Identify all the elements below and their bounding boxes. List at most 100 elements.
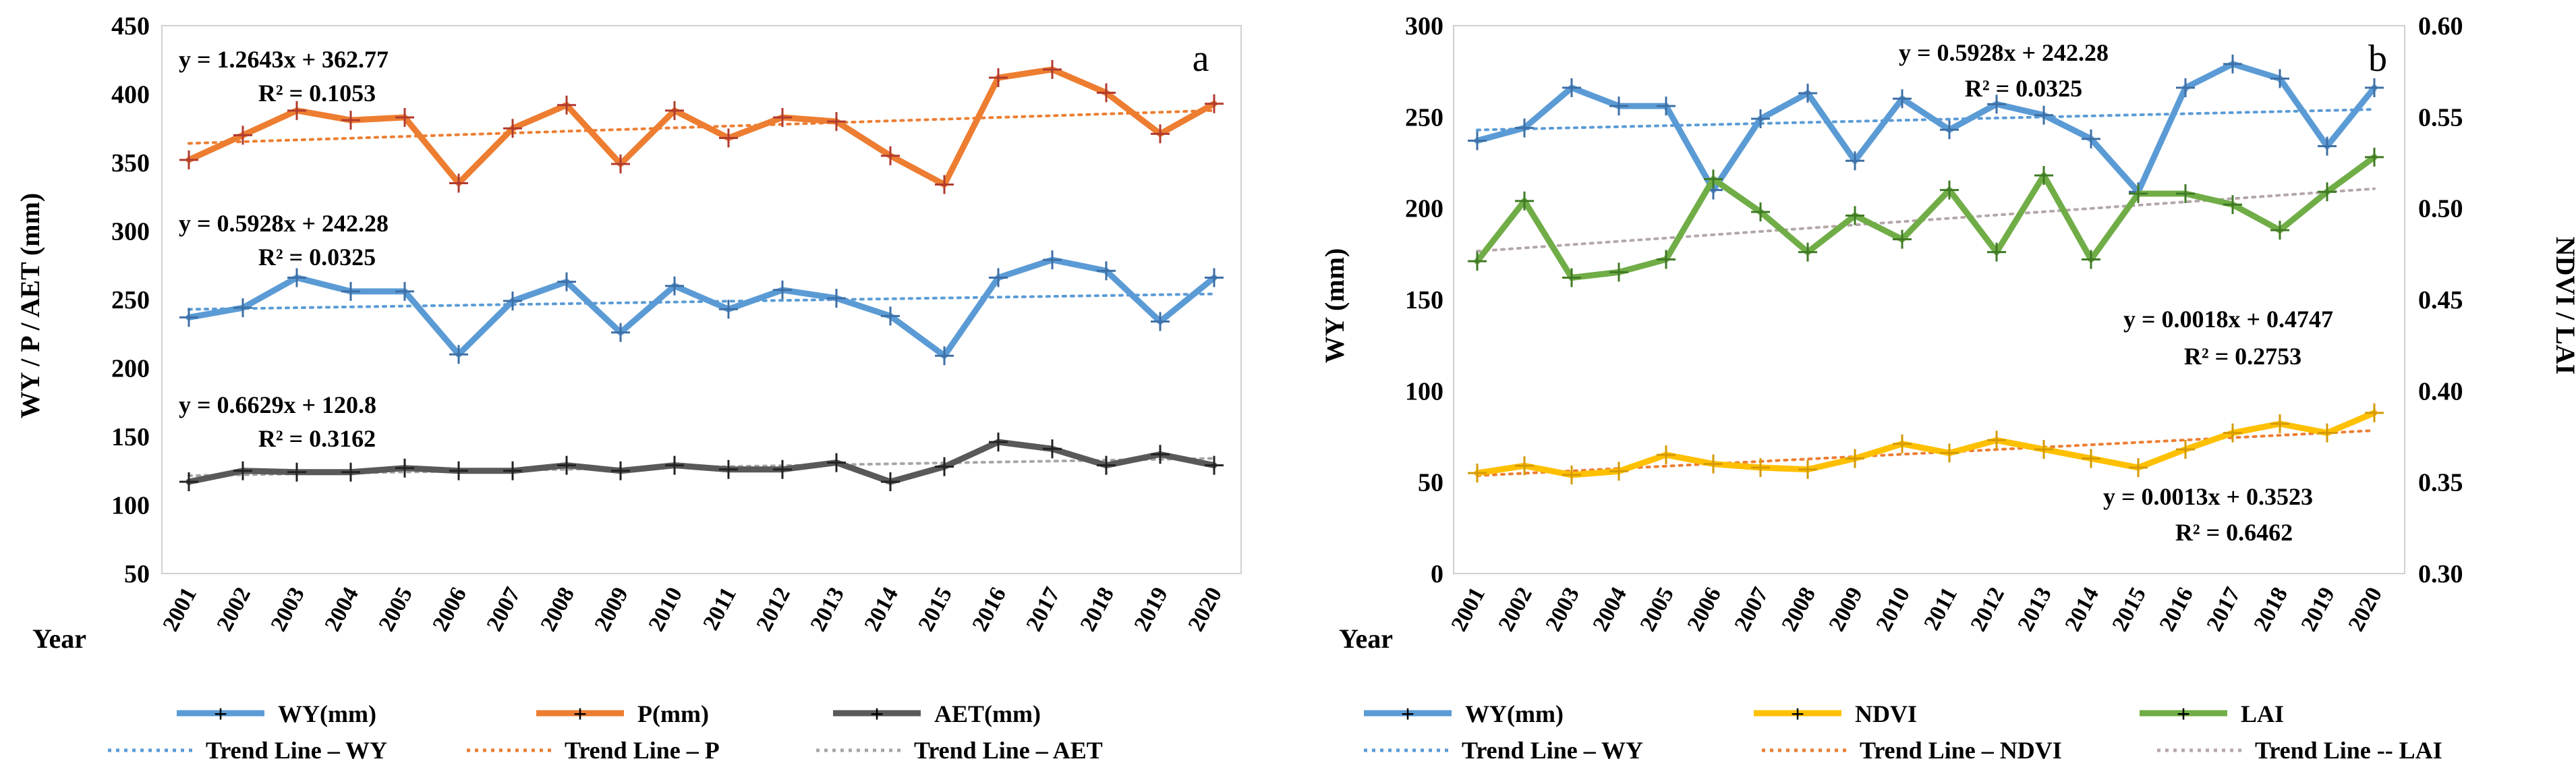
panel-a-data-point bbox=[179, 472, 198, 491]
panel-b-ytick: 250 bbox=[1405, 103, 1443, 132]
panel-a-data-point bbox=[611, 323, 630, 342]
panel-a-data-point bbox=[665, 455, 684, 475]
panel-b-series-line bbox=[1474, 154, 2378, 281]
panel-a-data-point bbox=[719, 459, 738, 479]
panel-a-ytick: 400 bbox=[111, 81, 150, 109]
panel-b-data-point bbox=[1893, 89, 1912, 109]
panel-a-eq-aet: y = 0.6629x + 120.8 bbox=[179, 391, 376, 418]
legend-marker-a-wy: + bbox=[214, 700, 228, 727]
panel-b-series-line bbox=[1474, 410, 2378, 478]
panel-a-data-point bbox=[881, 146, 900, 165]
panel-a-data-point bbox=[719, 128, 738, 148]
panel-a-data-point bbox=[1151, 445, 1170, 464]
panel-a-data-point bbox=[989, 433, 1008, 452]
panel-b-data-point bbox=[2034, 439, 2053, 459]
panel-b-letter: b bbox=[2368, 38, 2387, 80]
panel-b-r2-lai: R² = 0.2753 bbox=[2184, 343, 2301, 370]
panel-a-data-point bbox=[773, 108, 792, 128]
panel-a-data-point bbox=[1097, 83, 1116, 103]
panel-b-data-point bbox=[1468, 464, 1487, 483]
panel-a-data-point bbox=[881, 472, 900, 491]
panel-a-data-point bbox=[1151, 312, 1170, 331]
legend-label-b-wy: WY(mm) bbox=[1465, 700, 1564, 727]
panel-a-data-point bbox=[449, 461, 468, 480]
panel-a-data-point bbox=[611, 461, 630, 480]
panel-b-data-point bbox=[2270, 69, 2289, 88]
panel-b-data-point bbox=[1609, 262, 1628, 282]
panel-a-data-point bbox=[233, 126, 252, 145]
panel-b-data-point bbox=[1893, 229, 1912, 249]
panel-b-ytick-right: 0.30 bbox=[2418, 560, 2463, 588]
panel-b-data-point bbox=[2129, 184, 2148, 204]
panel-b-data-point bbox=[2082, 449, 2100, 468]
panel-b-data-point bbox=[2176, 439, 2195, 459]
panel-a-ytick: 450 bbox=[111, 12, 150, 40]
panel-a-ytick: 50 bbox=[124, 560, 150, 588]
legend-marker-b-wy: + bbox=[1401, 700, 1415, 727]
panel-a-data-point bbox=[989, 68, 1008, 88]
panel-b-data-point bbox=[1893, 434, 1912, 453]
panel-a-data-point bbox=[1205, 94, 1224, 113]
panel-b-r2-wy: R² = 0.0325 bbox=[1965, 75, 2082, 102]
panel-b: WY (mm) NDVI / LAI Year b y = 0.5928x + … bbox=[1319, 25, 2576, 764]
panel-b-data-point bbox=[1657, 96, 1676, 116]
panel-a-trendline bbox=[188, 292, 1215, 311]
panel-a-data-point bbox=[1205, 268, 1224, 287]
panel-a-data-point bbox=[1043, 59, 1062, 79]
panel-b-ytick: 150 bbox=[1405, 286, 1443, 314]
panel-a-data-point bbox=[665, 101, 684, 120]
panel-a-ytick: 250 bbox=[111, 286, 150, 314]
legend-label-a-wy: WY(mm) bbox=[278, 700, 376, 727]
panel-b-data-point bbox=[2365, 147, 2384, 167]
panel-a-data-point bbox=[935, 457, 954, 476]
panel-a-data-point bbox=[827, 453, 846, 472]
panel-b-ytick-right: 0.35 bbox=[2418, 469, 2463, 497]
panel-b-ytick: 100 bbox=[1405, 377, 1443, 406]
legend-label-a-trend-p: Trend Line – P bbox=[565, 737, 720, 764]
panel-a-data-point bbox=[881, 306, 900, 326]
panel-a-data-point bbox=[341, 281, 360, 301]
panel-a-data-point bbox=[1151, 124, 1170, 144]
legend-label-b-trend-wy: Trend Line – WY bbox=[1462, 737, 1643, 764]
panel-b-data-point bbox=[2176, 184, 2195, 204]
panel-a-data-point bbox=[287, 462, 306, 482]
panel-b-ytick: 50 bbox=[1418, 469, 1443, 497]
panel-b-ytick: 300 bbox=[1405, 12, 1443, 40]
legend-label-a-p: P(mm) bbox=[637, 700, 709, 727]
panel-b-data-point bbox=[2176, 78, 2195, 98]
panel-b-data-point bbox=[1515, 118, 1534, 138]
panel-b-xlabel: Year bbox=[1339, 623, 1393, 654]
panel-b-ytick-right: 0.50 bbox=[2418, 195, 2463, 223]
legend-label-a-aet: AET(mm) bbox=[934, 700, 1041, 727]
panel-a-data-point bbox=[557, 95, 576, 115]
panel-b-legend: + WY(mm) + NDVI + LAI Trend Line – WY Tr… bbox=[1364, 700, 2442, 764]
panel-b-data-point bbox=[1562, 78, 1581, 98]
panel-b-data-point bbox=[1940, 443, 1959, 463]
panel-b-ytick: 200 bbox=[1405, 195, 1443, 223]
panel-a-data-point bbox=[449, 345, 468, 364]
panel-a-data-point bbox=[935, 346, 954, 366]
panel-b-plot-border bbox=[1453, 25, 2405, 574]
panel-b-data-point bbox=[1468, 131, 1487, 150]
panel-b-ytick: 0 bbox=[1431, 560, 1443, 588]
panel-b-data-point bbox=[2270, 221, 2289, 240]
panel-a-data-point bbox=[1043, 439, 1062, 459]
panel-b-data-point bbox=[2318, 423, 2337, 443]
panel-a-data-point bbox=[1043, 250, 1062, 270]
panel-b-data-point bbox=[1468, 252, 1487, 271]
panel-b-data-point bbox=[1562, 268, 1581, 287]
panel-b-data-point bbox=[2223, 195, 2242, 215]
panel-b-data-point bbox=[2270, 414, 2289, 434]
panel-b-ytick-right: 0.45 bbox=[2418, 286, 2463, 314]
panel-a-data-point bbox=[395, 458, 414, 478]
panel-b-data-point bbox=[1609, 96, 1628, 116]
panel-b-data-point bbox=[1751, 109, 1770, 129]
panel-b-data-point bbox=[1562, 465, 1581, 484]
panel-b-ytick-right: 0.60 bbox=[2418, 12, 2463, 40]
panel-b-data-point bbox=[1704, 169, 1723, 189]
panel-b-data-point bbox=[2129, 458, 2148, 478]
panel-b-data-point bbox=[1798, 459, 1817, 479]
panel-b-data-point bbox=[1609, 462, 1628, 481]
panel-a-plot-border bbox=[161, 25, 1242, 574]
